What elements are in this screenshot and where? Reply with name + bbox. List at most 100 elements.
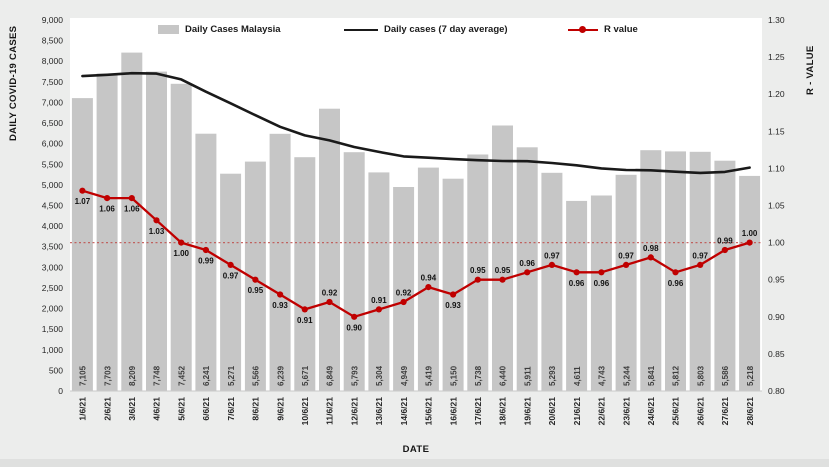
r-value-label: 0.95 [495, 266, 511, 275]
left-axis-tick: 1,500 [42, 324, 64, 334]
bar-daily-cases [319, 108, 340, 391]
x-axis-tick: 3/6/21 [127, 397, 137, 421]
r-value-marker [252, 276, 259, 283]
left-axis-tick: 1,000 [42, 345, 64, 355]
r-value-marker [79, 187, 86, 194]
r-value-label: 0.92 [322, 289, 338, 298]
bar-value-label: 5,803 [696, 365, 705, 386]
bar-daily-cases [368, 172, 390, 391]
r-value-marker [672, 269, 679, 276]
bar-value-label: 5,566 [252, 365, 261, 386]
bar-daily-cases [121, 52, 143, 391]
x-axis-tick: 13/6/21 [374, 397, 384, 426]
r-value-label: 0.90 [346, 323, 362, 332]
left-axis-tick: 5,500 [42, 159, 64, 169]
x-axis-tick: 14/6/21 [399, 397, 409, 426]
x-axis-tick: 24/6/21 [646, 397, 656, 426]
left-axis-tick: 4,500 [42, 201, 64, 211]
right-axis-tick: 0.80 [768, 386, 785, 396]
x-axis-tick: 11/6/21 [325, 397, 335, 425]
bar-value-label: 5,419 [425, 365, 434, 386]
left-axis-tick: 8,000 [42, 56, 64, 66]
right-axis-ticks: 0.80 0.85 0.90 0.95 1.00 1.05 1.10 1.15 1.20 1.25… [768, 15, 785, 396]
r-value-label: 1.07 [75, 197, 91, 206]
bar-daily-cases [442, 178, 464, 391]
bar-daily-cases [615, 174, 637, 391]
x-axis-tick: 5/6/21 [176, 397, 186, 421]
r-value-marker [202, 246, 209, 254]
bar-daily-cases [640, 150, 662, 391]
r-value-label: 0.95 [470, 266, 486, 275]
bar-daily-cases [689, 151, 711, 391]
right-axis-tick: 1.20 [768, 89, 785, 99]
x-axis-tick: 4/6/21 [152, 397, 162, 421]
bar-daily-cases [269, 133, 291, 392]
bar-daily-cases [96, 73, 118, 391]
left-axis-tick: 6,500 [42, 118, 64, 128]
r-value-label: 0.92 [396, 289, 412, 298]
r-value-line [81, 189, 751, 318]
left-axis-tick: 500 [49, 365, 63, 375]
bar-value-label: 5,586 [721, 365, 730, 386]
left-axis-tick: 3,000 [42, 262, 64, 272]
r-value-marker [524, 269, 531, 276]
legend-label-daily-cases: Daily Cases Malaysia [185, 24, 281, 35]
left-axis-tick: 0 [58, 386, 63, 396]
r-value-marker [227, 261, 234, 268]
bar-daily-cases [170, 83, 192, 392]
r-value-marker [128, 195, 135, 202]
bar-swatch-icon [158, 25, 179, 34]
r-value-marker [746, 239, 753, 246]
x-axis-tick: 10/6/21 [300, 397, 310, 426]
r-value-label: 1.06 [124, 205, 140, 214]
right-axis-tick: 1.30 [768, 15, 785, 25]
bar-value-label: 7,748 [153, 365, 162, 386]
left-axis-tick: 3,500 [42, 242, 64, 252]
x-axis-tick: 20/6/21 [547, 397, 557, 426]
r-value-marker [375, 306, 382, 313]
left-axis-tick: 4,000 [42, 221, 64, 231]
bar-daily-cases [516, 147, 538, 391]
bar-daily-cases [393, 187, 415, 391]
r-value-marker [277, 291, 284, 298]
bar-value-label: 7,105 [79, 365, 88, 386]
r-value-series: 1.07 1.06 1.06 1.03 1.00 0.99 0.97 0.95 0.93 0.91… [75, 187, 758, 332]
bar-value-label: 5,218 [746, 365, 755, 386]
r-value-marker [548, 261, 556, 268]
bar-value-label: 4,611 [573, 366, 582, 386]
bar-daily-cases [195, 133, 217, 391]
right-axis-tick: 1.15 [768, 126, 785, 136]
bar-daily-cases [467, 154, 489, 391]
line-swatch-icon [344, 28, 378, 31]
bar-value-label: 5,841 [647, 365, 656, 386]
left-axis-tick: 9,000 [42, 15, 64, 25]
x-axis-tick: 7/6/21 [226, 397, 236, 421]
bar-daily-cases [343, 152, 365, 391]
right-axis-title: R - VALUE [805, 45, 816, 96]
r-value-marker [573, 269, 580, 276]
r-value-marker [104, 195, 111, 202]
r-line-swatch-icon [568, 25, 598, 33]
r-value-label: 0.93 [445, 301, 461, 310]
r-value-marker [326, 298, 333, 306]
bar-daily-cases [714, 160, 736, 391]
right-axis-tick: 0.90 [768, 312, 785, 322]
bar-daily-cases [566, 200, 588, 391]
bar-value-label: 5,150 [449, 365, 458, 386]
bar-daily-cases [417, 167, 439, 391]
x-axis-tick: 6/6/21 [201, 397, 211, 421]
bar-value-label: 5,293 [548, 365, 557, 386]
bar-daily-cases [294, 157, 316, 391]
legend-label-r-value: R value [604, 24, 638, 35]
x-axis-tick: 23/6/21 [621, 397, 631, 426]
r-value-label: 0.96 [594, 279, 610, 288]
r-value-label: 1.00 [742, 229, 758, 238]
bar-value-label: 6,849 [326, 365, 335, 386]
bar-value-label: 5,304 [375, 365, 384, 386]
r-value-label: 0.97 [692, 251, 708, 260]
x-axis-tick: 1/6/21 [78, 397, 88, 421]
r-value-label: 0.96 [668, 279, 684, 288]
r-value-label: 0.96 [519, 259, 535, 268]
